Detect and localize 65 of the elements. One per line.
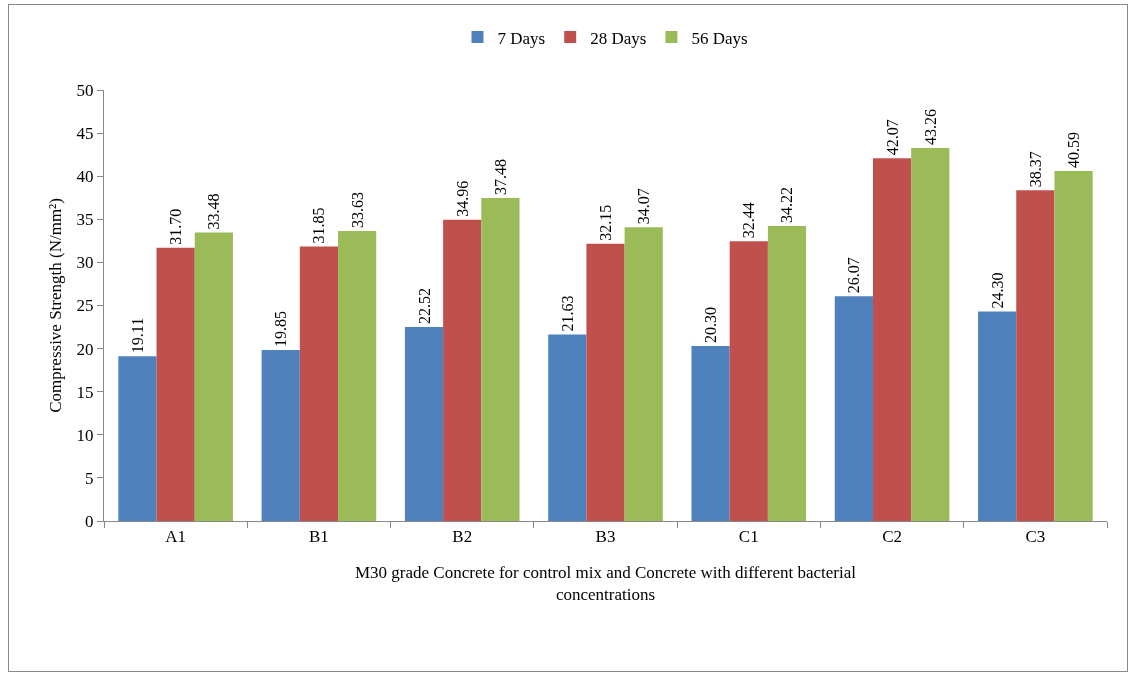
x-axis-title: M30 grade Concrete for control mix and Concrete with different bacterial concentrations <box>354 562 857 604</box>
bar <box>872 158 912 521</box>
bar <box>1054 171 1093 521</box>
bar <box>834 296 873 521</box>
y-tick-label: 30 <box>76 253 94 273</box>
y-axis-title: Compressive Strength (N/mm²) <box>46 198 66 413</box>
data-label: 33.48 <box>205 193 223 230</box>
bar <box>481 197 520 521</box>
legend-label: 28 Days <box>590 28 647 48</box>
bar <box>299 246 339 521</box>
x-tick-label: C1 <box>738 527 759 547</box>
bar <box>156 247 195 521</box>
bar <box>194 232 233 521</box>
y-tick-label: 5 <box>85 468 94 488</box>
data-label: 34.07 <box>635 188 653 225</box>
data-label: 19.85 <box>272 310 290 347</box>
bar <box>729 241 768 521</box>
bar <box>1016 190 1055 521</box>
bar <box>338 231 377 521</box>
legend-label: 56 Days <box>691 28 748 48</box>
x-tick-label: A1 <box>165 527 187 547</box>
bar <box>691 346 730 521</box>
x-tick-label: B2 <box>452 527 473 547</box>
y-tick-label: 50 <box>76 80 94 100</box>
y-tick-label: 15 <box>76 382 94 402</box>
data-label: 22.52 <box>415 287 433 324</box>
data-label: 43.26 <box>921 109 939 146</box>
y-tick-label: 40 <box>76 167 94 187</box>
bar <box>978 311 1017 521</box>
bar <box>586 243 625 521</box>
y-tick-label: 35 <box>76 210 94 230</box>
y-tick-label: 0 <box>85 511 94 531</box>
y-tick-label: 45 <box>76 124 94 144</box>
bar <box>443 219 482 521</box>
bar <box>118 356 157 521</box>
data-label: 26.07 <box>845 257 863 294</box>
y-tick-label: 25 <box>76 296 94 316</box>
x-tick-label: C3 <box>1025 527 1046 547</box>
data-label: 31.70 <box>167 208 185 245</box>
data-label: 20.30 <box>702 307 720 344</box>
data-label: 40.59 <box>1065 132 1083 169</box>
x-tick-label: C2 <box>882 527 902 547</box>
data-label: 37.48 <box>491 158 509 195</box>
bar <box>624 227 663 521</box>
bar <box>911 148 950 521</box>
data-label: 31.85 <box>310 207 328 244</box>
data-label: 21.63 <box>558 295 576 332</box>
bar <box>404 326 444 521</box>
bar <box>767 226 807 521</box>
data-label: 32.44 <box>740 202 758 239</box>
y-tick-label: 10 <box>76 425 94 445</box>
data-label: 38.37 <box>1026 151 1044 188</box>
data-label: 24.30 <box>988 272 1006 309</box>
bar <box>548 334 587 521</box>
data-label: 42.07 <box>883 119 901 156</box>
data-label: 33.63 <box>348 192 366 229</box>
data-label: 34.22 <box>778 187 796 224</box>
y-tick-label: 20 <box>76 339 94 359</box>
data-label: 34.96 <box>453 180 471 217</box>
legend-label: 7 Days <box>497 28 546 48</box>
x-tick-label: B3 <box>595 527 616 547</box>
x-tick-label: B1 <box>309 527 329 547</box>
data-label: 32.15 <box>597 204 614 241</box>
bar <box>261 349 300 521</box>
data-label: 19.11 <box>128 317 146 354</box>
